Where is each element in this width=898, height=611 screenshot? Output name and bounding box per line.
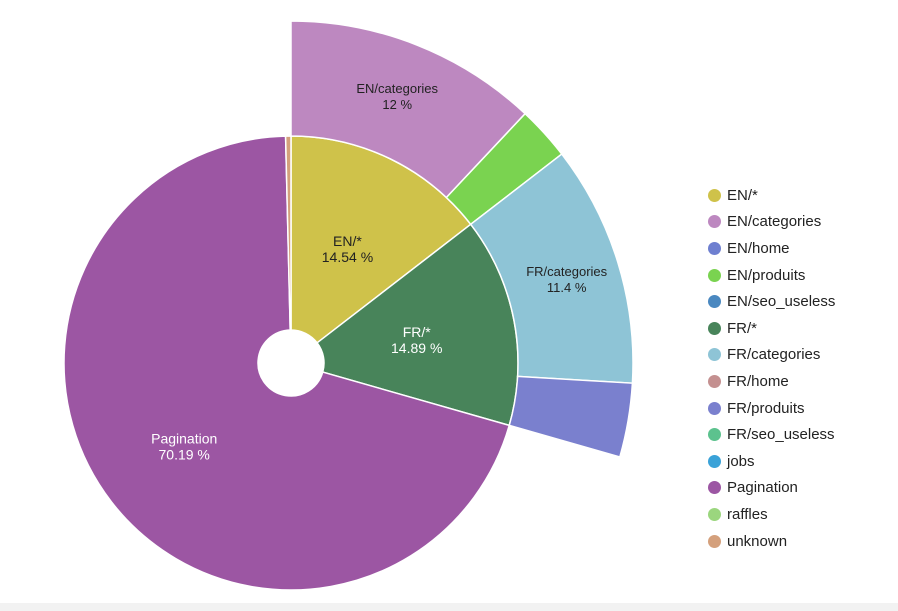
legend-swatch — [708, 454, 721, 468]
legend-swatch — [708, 481, 721, 495]
legend-swatch — [708, 295, 721, 309]
slice-en-categories-name-label: EN/categories — [356, 81, 438, 96]
legend-swatch — [708, 428, 721, 442]
legend-swatch — [708, 507, 721, 521]
legend-item-en-seo-useless[interactable]: EN/seo_useless — [708, 288, 835, 315]
legend-item-jobs[interactable]: jobs — [708, 448, 835, 475]
legend-item-en-produits[interactable]: EN/produits — [708, 262, 835, 289]
page-bottom-strip — [0, 603, 898, 611]
legend-item-pagination[interactable]: Pagination — [708, 475, 835, 502]
legend-label: EN/produits — [727, 266, 806, 284]
legend-label: FR/seo_useless — [727, 426, 835, 444]
legend-item-unknown[interactable]: unknown — [708, 528, 835, 555]
legend-swatch — [708, 401, 721, 415]
legend-swatch — [708, 321, 721, 335]
slice-fr-categories-value-label: 11.4 % — [547, 280, 587, 295]
legend-label: EN/categories — [727, 213, 822, 231]
center-hole — [258, 330, 324, 396]
legend-item-en[interactable]: EN/* — [708, 182, 835, 209]
legend-swatch — [708, 534, 721, 548]
legend-label: FR/home — [727, 372, 789, 390]
legend-swatch — [708, 188, 721, 202]
legend-label: unknown — [727, 532, 788, 550]
legend-label: FR/categories — [727, 346, 821, 364]
legend-swatch — [708, 215, 721, 229]
slice-pagination-name-label: Pagination — [151, 431, 217, 447]
slice-fr-categories-name-label: FR/categories — [526, 264, 607, 279]
legend-item-fr-seo-useless[interactable]: FR/seo_useless — [708, 421, 835, 448]
legend-item-fr[interactable]: FR/* — [708, 315, 835, 342]
legend-label: jobs — [727, 452, 755, 470]
legend-item-fr-home[interactable]: FR/home — [708, 368, 835, 395]
slice-en-categories-value-label: 12 % — [382, 97, 412, 112]
legend-item-raffles[interactable]: raffles — [708, 501, 835, 528]
legend-label: EN/seo_useless — [727, 293, 836, 311]
legend-label: EN/* — [727, 186, 758, 204]
legend-label: FR/produits — [727, 399, 805, 417]
slice-en-value-label: 14.54 % — [322, 249, 373, 265]
legend-item-fr-categories[interactable]: FR/categories — [708, 342, 835, 369]
legend-label: raffles — [727, 505, 768, 523]
legend-item-en-home[interactable]: EN/home — [708, 235, 835, 262]
legend-swatch — [708, 374, 721, 388]
legend-swatch — [708, 348, 721, 362]
slice-en-name-label: EN/* — [333, 233, 362, 249]
legend-item-fr-produits[interactable]: FR/produits — [708, 395, 835, 422]
legend-label: Pagination — [727, 479, 798, 497]
slice-fr-name-label: FR/* — [403, 324, 432, 340]
slice-fr-value-label: 14.89 % — [391, 340, 442, 356]
slice-fr-produits[interactable] — [508, 375, 634, 458]
slice-pagination-value-label: 70.19 % — [159, 447, 210, 463]
legend-swatch — [708, 268, 721, 282]
legend-swatch — [708, 241, 721, 255]
legend-item-en-categories[interactable]: EN/categories — [708, 209, 835, 236]
legend-label: EN/home — [727, 239, 790, 257]
legend-label: FR/* — [727, 319, 757, 337]
chart-legend: EN/* EN/categories EN/home EN/produits EN/se… — [708, 182, 835, 554]
